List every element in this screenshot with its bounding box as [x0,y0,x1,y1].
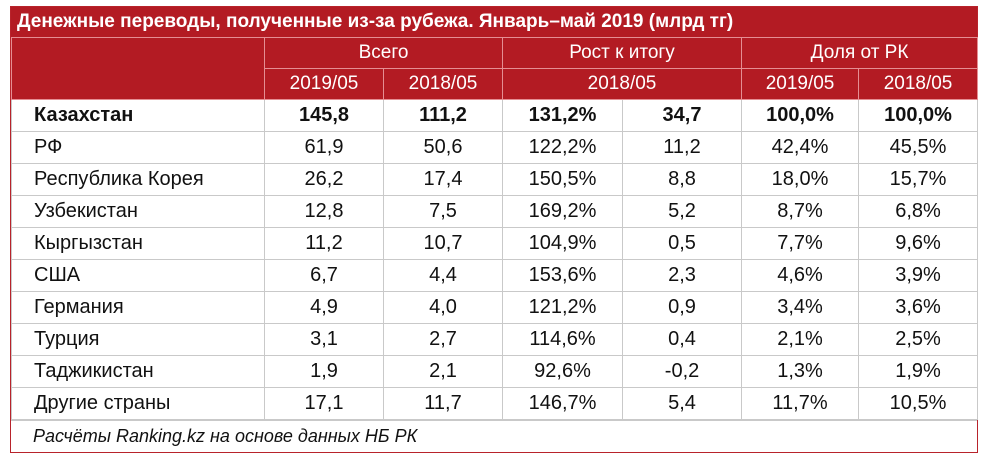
header-share: Доля от РК [741,37,979,69]
total-2018-cell: 2,7 [382,323,504,356]
growth-pct-cell: 131,2% [502,99,624,132]
table-row: Другие страны 17,1 11,7 146,7% 5,4 11,7% 10,5% [11,387,979,420]
growth-pct-cell: 150,5% [502,163,624,196]
total-2018-cell: 10,7 [382,227,504,260]
growth-abs-cell: 34,7 [622,99,743,132]
share-2019-cell: 42,4% [741,131,860,164]
total-2018-cell: 111,2 [382,99,504,132]
total-2019-cell: 6,7 [264,259,384,292]
table-row: Таджикистан 1,9 2,1 92,6% -0,2 1,3% 1,9% [11,355,979,388]
table-title: Денежные переводы, полученные из-за рубе… [11,7,977,37]
country-name-cell: Другие страны [11,387,265,420]
total-2018-cell: 17,4 [382,163,504,196]
share-2019-cell: 100,0% [741,99,860,132]
share-2018-cell: 10,5% [858,387,979,420]
growth-pct-cell: 146,7% [502,387,624,420]
growth-pct-cell: 122,2% [502,131,624,164]
growth-abs-cell: 5,4 [622,387,743,420]
country-name-cell: Республика Корея [11,163,265,196]
total-2019-cell: 17,1 [264,387,384,420]
share-2018-cell: 100,0% [858,99,979,132]
growth-abs-cell: -0,2 [622,355,743,388]
table-row: РФ 61,9 50,6 122,2% 11,2 42,4% 45,5% [11,131,979,164]
country-name-cell: Турция [11,323,265,356]
share-2018-cell: 6,8% [858,195,979,228]
table-row: Казахстан 145,8 111,2 131,2% 34,7 100,0% 100,0… [11,99,979,132]
header-row-top: Всего Рост к итогу Доля от РК [11,37,979,100]
share-2018-cell: 1,9% [858,355,979,388]
share-2019-cell: 1,3% [741,355,860,388]
header-blank-cell [11,37,265,100]
country-name-cell: Кыргызстан [11,227,265,260]
total-2019-cell: 3,1 [264,323,384,356]
header-growth: Рост к итогу [502,37,743,69]
growth-abs-cell: 0,9 [622,291,743,324]
table-row: Узбекистан 12,8 7,5 169,2% 5,2 8,7% 6,8% [11,195,979,228]
growth-pct-cell: 169,2% [502,195,624,228]
country-name-cell: Узбекистан [11,195,265,228]
remittances-table: Всего Рост к итогу Доля от РК 2019/05 20… [11,37,979,420]
total-2019-cell: 1,9 [264,355,384,388]
share-2019-cell: 7,7% [741,227,860,260]
share-2018-cell: 45,5% [858,131,979,164]
growth-pct-cell: 121,2% [502,291,624,324]
total-2018-cell: 11,7 [382,387,504,420]
share-2019-cell: 2,1% [741,323,860,356]
header-share-2018: 2018/05 [858,68,979,100]
total-2019-cell: 61,9 [264,131,384,164]
share-2019-cell: 11,7% [741,387,860,420]
share-2018-cell: 2,5% [858,323,979,356]
share-2019-cell: 3,4% [741,291,860,324]
header-growth-2018: 2018/05 [502,68,743,100]
growth-abs-cell: 5,2 [622,195,743,228]
total-2019-cell: 26,2 [264,163,384,196]
table-row: США 6,7 4,4 153,6% 2,3 4,6% 3,9% [11,259,979,292]
table-row: Республика Корея 26,2 17,4 150,5% 8,8 18,0% 15… [11,163,979,196]
table-row: Турция 3,1 2,7 114,6% 0,4 2,1% 2,5% [11,323,979,356]
total-2019-cell: 145,8 [264,99,384,132]
growth-pct-cell: 153,6% [502,259,624,292]
table-row: Кыргызстан 11,2 10,7 104,9% 0,5 7,7% 9,6% [11,227,979,260]
header-total: Всего [263,37,504,69]
growth-pct-cell: 104,9% [502,227,624,260]
growth-pct-cell: 114,6% [502,323,624,356]
country-name-cell: Германия [11,291,265,324]
share-2019-cell: 18,0% [741,163,860,196]
growth-abs-cell: 2,3 [622,259,743,292]
share-2018-cell: 15,7% [858,163,979,196]
country-name-cell: Казахстан [11,99,265,132]
growth-pct-cell: 92,6% [502,355,624,388]
growth-abs-cell: 11,2 [622,131,743,164]
header-share-2019: 2019/05 [741,68,860,100]
share-2019-cell: 4,6% [741,259,860,292]
total-2019-cell: 12,8 [264,195,384,228]
total-2018-cell: 4,4 [382,259,504,292]
total-2019-cell: 11,2 [264,227,384,260]
remittances-table-panel: Денежные переводы, полученные из-за рубе… [10,6,979,453]
share-2018-cell: 3,9% [858,259,979,292]
total-2019-cell: 4,9 [264,291,384,324]
country-name-cell: США [11,259,265,292]
table-body: Казахстан 145,8 111,2 131,2% 34,7 100,0% 100,0… [11,99,979,420]
growth-abs-cell: 8,8 [622,163,743,196]
source-note: Расчёты Ranking.kz на основе данных НБ Р… [11,420,977,452]
growth-abs-cell: 0,5 [622,227,743,260]
total-2018-cell: 2,1 [382,355,504,388]
header-total-2019: 2019/05 [264,68,384,100]
total-2018-cell: 7,5 [382,195,504,228]
table-row: Германия 4,9 4,0 121,2% 0,9 3,4% 3,6% [11,291,979,324]
country-name-cell: РФ [11,131,265,164]
share-2018-cell: 3,6% [858,291,979,324]
share-2018-cell: 9,6% [858,227,979,260]
country-name-cell: Таджикистан [11,355,265,388]
header-row-years: 2019/05 2018/05 2018/05 2019/05 2018/05 [12,68,979,100]
header-total-2018: 2018/05 [382,68,504,100]
total-2018-cell: 4,0 [382,291,504,324]
share-2019-cell: 8,7% [741,195,860,228]
growth-abs-cell: 0,4 [622,323,743,356]
total-2018-cell: 50,6 [382,131,504,164]
